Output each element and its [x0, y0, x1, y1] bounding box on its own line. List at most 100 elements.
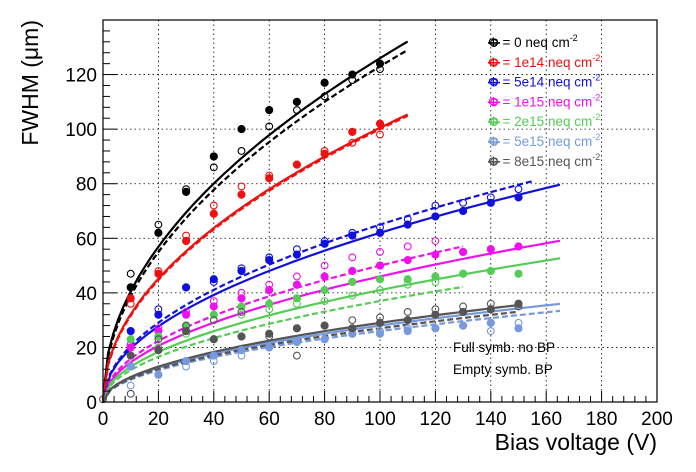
data-point-empty — [376, 286, 384, 295]
data-point-full — [209, 209, 218, 218]
x-tick-label: 80 — [314, 409, 335, 430]
data-point-full — [154, 228, 163, 237]
data-point-empty — [182, 321, 191, 330]
data-point-empty — [265, 280, 274, 289]
data-point-empty — [486, 299, 495, 308]
fit-curve-empty — [101, 245, 464, 403]
data-point-empty — [376, 223, 384, 232]
data-point-full — [154, 269, 163, 278]
fit-curve-empty — [101, 285, 464, 403]
data-point-full — [292, 280, 301, 289]
data-point-empty — [403, 215, 412, 224]
data-point-empty — [431, 277, 440, 286]
data-point-empty — [292, 351, 301, 360]
legend-entry: Φ = 0 neq cm-2 — [488, 33, 578, 50]
x-tick-label: 0 — [98, 409, 109, 430]
data-point-full — [486, 305, 495, 314]
data-point-empty — [459, 198, 468, 207]
data-point-empty — [126, 299, 135, 308]
legend-exponent: -2 — [592, 152, 600, 162]
data-point-full — [348, 231, 357, 240]
data-point-full — [154, 310, 163, 319]
data-point-full — [514, 242, 523, 251]
data-point-full — [292, 97, 301, 106]
legend-label: Φ = 2e15 neq cm-2 — [488, 112, 600, 129]
y-tick-label: 60 — [76, 229, 97, 250]
data-point-full — [375, 59, 385, 68]
data-point-empty — [237, 351, 246, 360]
fit-curve-full — [102, 302, 561, 403]
data-point-empty — [320, 321, 329, 330]
data-point-full — [237, 190, 246, 199]
data-point-empty — [431, 237, 440, 245]
legend: Φ = 0 neq cm-2 Φ = 1e14 neq cm-2 Φ = 5e14 … — [488, 33, 600, 169]
fit-curve-full — [101, 40, 409, 400]
data-point-full — [486, 198, 495, 207]
data-point-full — [237, 125, 246, 134]
data-point-full — [375, 318, 385, 327]
data-point-full — [126, 283, 135, 292]
data-point-full — [514, 324, 523, 333]
data-point-full — [348, 70, 357, 79]
x-tick-label: 20 — [148, 409, 169, 430]
data-point-empty — [320, 237, 329, 245]
data-point-full — [209, 275, 218, 284]
data-point-empty — [182, 283, 191, 292]
data-point-full — [375, 119, 385, 128]
legend-entry: Φ = 2e15 neq cm-2 — [488, 112, 600, 129]
legend-label: Φ = 5e14 neq cm-2 — [488, 73, 600, 90]
data-point-full — [320, 272, 329, 281]
data-point-empty — [459, 321, 468, 330]
y-tick-label: 80 — [76, 175, 97, 196]
data-point-full — [459, 307, 468, 317]
data-point-full — [431, 250, 440, 259]
data-point-full — [126, 335, 135, 344]
data-point-full — [265, 256, 274, 265]
data-point-full — [348, 324, 357, 333]
data-point-full — [459, 269, 468, 278]
data-point-full — [126, 326, 135, 336]
data-point-empty — [154, 220, 163, 229]
legend-exponent: -2 — [592, 53, 600, 63]
data-point-empty — [431, 201, 440, 210]
data-point-full — [514, 299, 523, 308]
data-point-full — [182, 356, 191, 366]
data-point-full — [237, 332, 246, 341]
data-point-empty — [209, 316, 218, 325]
data-point-full — [403, 275, 412, 284]
data-point-full — [182, 187, 191, 196]
data-point-full — [154, 332, 163, 341]
data-point-empty — [348, 253, 357, 262]
data-point-empty — [292, 338, 301, 346]
data-point-empty — [154, 324, 163, 333]
data-point-full — [237, 346, 246, 355]
data-point-empty — [265, 253, 274, 262]
data-point-empty — [265, 332, 274, 341]
data-point-empty — [376, 327, 384, 336]
data-point-empty — [154, 267, 163, 275]
fit-curve-empty — [101, 49, 409, 403]
data-point-empty — [209, 277, 218, 286]
data-point-full — [265, 286, 274, 295]
data-point-full — [292, 324, 301, 333]
data-point-full — [375, 329, 385, 338]
data-point-full — [265, 329, 274, 338]
data-point-empty — [182, 308, 191, 316]
data-point-full — [348, 277, 357, 287]
data-point-empty — [514, 318, 523, 327]
legend-exponent: -2 — [570, 33, 578, 43]
data-point-empty — [292, 299, 301, 308]
data-point-empty — [376, 313, 384, 322]
data-point-empty — [514, 185, 523, 194]
data-point-empty — [154, 305, 163, 314]
data-point-empty — [265, 343, 274, 352]
data-point-empty — [154, 335, 163, 344]
data-point-full — [292, 294, 301, 303]
annotation-empty-symbols: Empty symb. BP — [453, 362, 553, 377]
y-tick-label: 100 — [65, 120, 97, 141]
data-point-empty — [514, 302, 523, 311]
data-points — [99, 59, 523, 404]
data-point-full — [459, 247, 468, 257]
data-point-empty — [182, 231, 191, 240]
